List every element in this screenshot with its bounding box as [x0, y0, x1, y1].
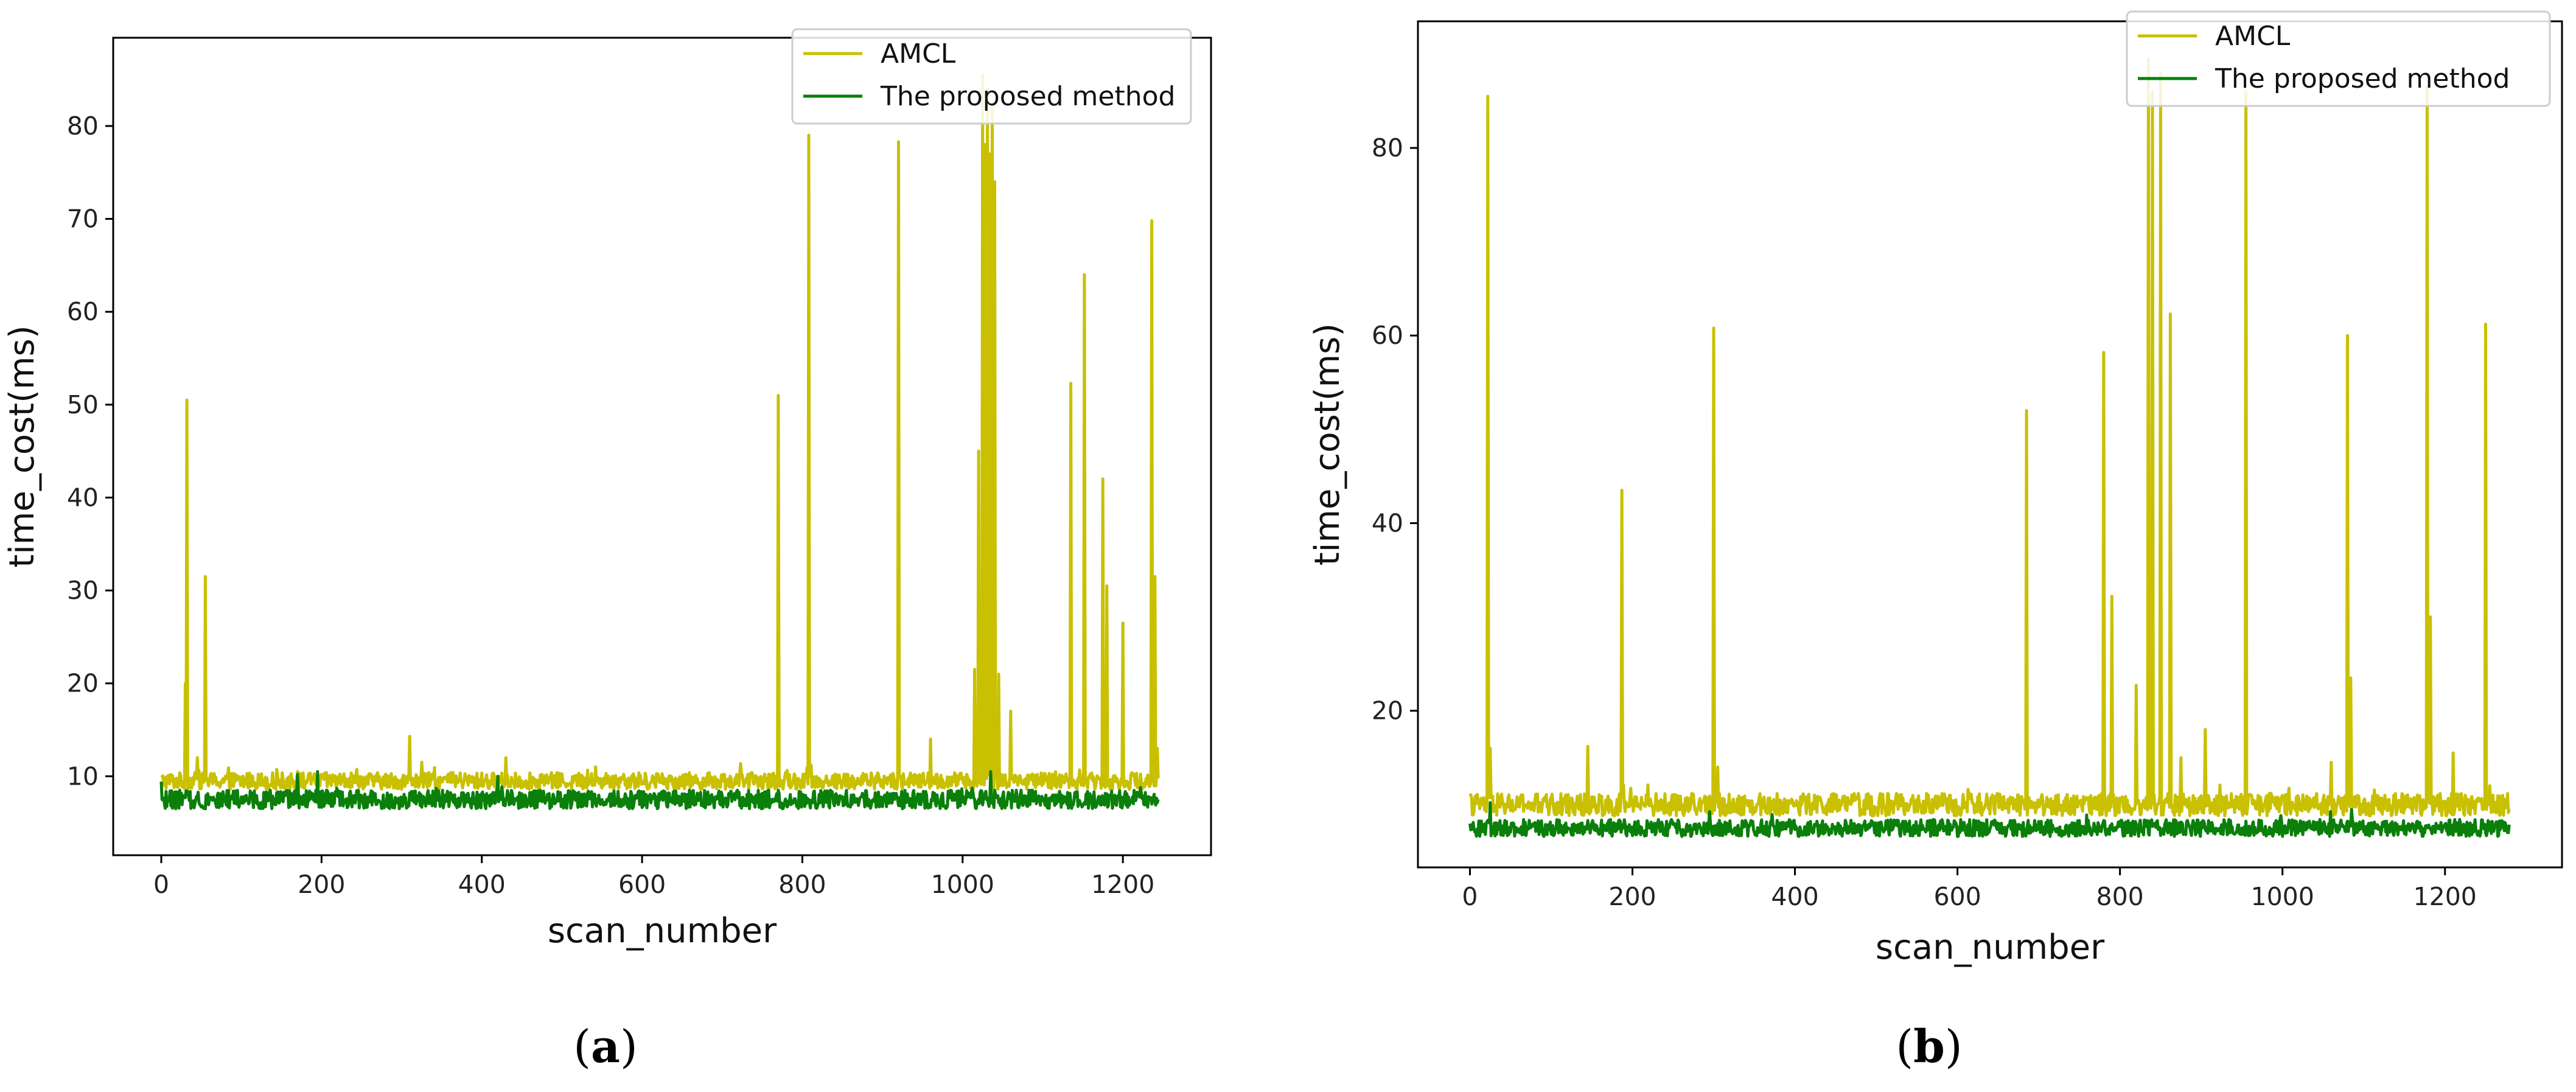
x-tick-label: 400 — [1771, 882, 1818, 911]
legend-label: AMCL — [881, 38, 956, 69]
y-tick-label: 80 — [1372, 133, 1403, 163]
caption-close-paren: ) — [1945, 1021, 1963, 1073]
legend-box — [791, 28, 1192, 125]
x-tick-label: 200 — [298, 870, 345, 899]
series-line-proposed-method — [1468, 801, 2511, 838]
legend-label: AMCL — [2215, 21, 2291, 52]
axes-frame — [1417, 20, 2563, 869]
y-tick-label: 10 — [67, 761, 99, 791]
panel-caption: (a) — [573, 1021, 638, 1073]
chart-panel-b: 0 200 400 600 800 1000 1200 20 40 60 80 scan_number… — [1308, 10, 2563, 1073]
x-tick-label: 1000 — [2251, 882, 2314, 911]
series-line-amcl — [1468, 57, 2511, 817]
x-tick-label: 600 — [1933, 882, 1981, 911]
caption-letter: b — [1913, 1021, 1945, 1073]
y-tick-label: 60 — [1372, 321, 1403, 350]
x-axis-label: scan_number — [548, 911, 777, 951]
x-tick-label: 0 — [153, 870, 169, 899]
caption-open-paren: ( — [573, 1021, 591, 1073]
y-tick-label: 20 — [67, 669, 99, 698]
plot-area — [1468, 57, 2511, 838]
x-tick-label: 0 — [1462, 882, 1478, 911]
x-tick-label: 400 — [458, 870, 506, 899]
caption-open-paren: ( — [1896, 1021, 1913, 1073]
x-tick-label: 600 — [618, 870, 666, 899]
panel-caption: (b) — [1896, 1021, 1963, 1073]
chart-panel-a: 0 200 400 600 800 1000 1200 10 20 30 40 50 60 70 80 sca… — [2, 28, 1212, 1073]
y-tick-label: 20 — [1372, 696, 1403, 726]
caption-letter: a — [591, 1021, 620, 1073]
y-tick-label: 30 — [67, 576, 99, 605]
legend: AMCL The proposed method — [2126, 10, 2551, 107]
y-tick-label: 40 — [67, 483, 99, 512]
axes-frame — [112, 37, 1212, 856]
legend: AMCL The proposed method — [791, 28, 1192, 125]
legend-label: The proposed method — [2215, 63, 2510, 94]
x-tick-label: 1200 — [1091, 870, 1154, 899]
series-line-amcl — [160, 73, 1160, 791]
x-tick-label: 200 — [1608, 882, 1656, 911]
x-tick-label: 800 — [778, 870, 826, 899]
y-tick-label: 50 — [67, 390, 99, 419]
legend-label: The proposed method — [880, 81, 1175, 112]
x-tick-label: 1200 — [2414, 882, 2477, 911]
y-tick-label: 40 — [1372, 508, 1403, 537]
y-axis-label: time_cost(ms) — [2, 325, 42, 567]
y-tick-label: 80 — [67, 111, 99, 141]
y-tick-label: 60 — [67, 297, 99, 326]
legend-box — [2126, 10, 2551, 107]
caption-close-paren: ) — [620, 1021, 638, 1073]
x-tick-label: 1000 — [931, 870, 994, 899]
series-line-proposed-method — [159, 770, 1160, 811]
y-tick-label: 70 — [67, 205, 99, 234]
y-axis-label: time_cost(ms) — [1308, 323, 1347, 565]
x-axis-label: scan_number — [1876, 928, 2105, 967]
x-tick-label: 800 — [2096, 882, 2144, 911]
plot-area — [159, 73, 1160, 811]
